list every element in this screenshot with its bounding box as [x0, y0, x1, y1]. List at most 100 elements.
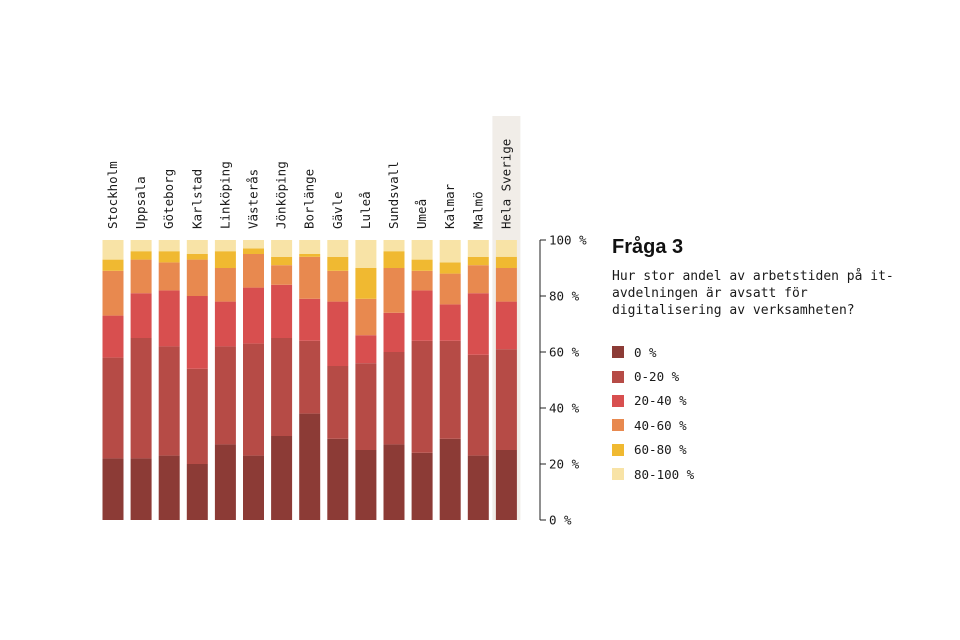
bar-segment [158, 346, 180, 456]
bar-segment [186, 240, 208, 254]
legend-label: 40-60 % [634, 417, 687, 433]
bar-segment [102, 270, 124, 316]
category-label: Västerås [246, 169, 261, 229]
chart-title: Fråga 3 [612, 236, 684, 258]
category-label: Linköping [217, 161, 232, 229]
bar-segment [439, 273, 461, 305]
legend-label: 0 % [634, 344, 657, 360]
bar-segment [327, 256, 349, 271]
bar-segment [495, 268, 517, 302]
bar-segment [467, 354, 489, 456]
bar-segment [467, 293, 489, 355]
bar-segment [355, 240, 377, 268]
bar-segment [411, 290, 433, 341]
y-tick-label: 80 % [549, 289, 580, 304]
bar-segment [495, 256, 517, 268]
category-label: Karlstad [189, 169, 204, 229]
bar-segment [243, 240, 264, 249]
bar-segment [411, 340, 433, 453]
bar-segment [243, 248, 264, 254]
legend-label: 20-40 % [634, 393, 687, 409]
bar-segment [158, 251, 180, 263]
y-tick-label: 0 % [549, 513, 572, 528]
legend-swatch [612, 346, 624, 359]
legend-item: 40-60 % [612, 413, 694, 437]
bar-segment [158, 455, 180, 520]
bar-segment [186, 259, 208, 296]
bar-segment [355, 298, 377, 336]
bar-segment [271, 265, 293, 285]
bar-segment [411, 452, 433, 520]
bar-segment [130, 293, 152, 338]
bar-segment [271, 284, 293, 338]
bar-segment [383, 444, 405, 520]
bar-segment [214, 268, 236, 302]
bar-segment [327, 301, 349, 366]
legend-label: 60-80 % [634, 442, 687, 458]
bar-segment [214, 240, 236, 252]
bar-segment [467, 240, 489, 257]
bar-segment [214, 346, 236, 445]
category-label: Kalmar [442, 183, 457, 229]
chart-subtitle: Hur stor andel av arbetstiden på it-avde… [612, 269, 894, 318]
bar-segment [130, 338, 152, 459]
bar-segment [130, 240, 152, 252]
bar-segment [271, 436, 293, 520]
legend-swatch [612, 394, 624, 407]
bar-segment [355, 363, 377, 450]
bar-segment [102, 315, 124, 358]
bar-segment [243, 343, 264, 456]
category-label: Göteborg [161, 169, 176, 229]
y-tick-label: 20 % [549, 457, 580, 472]
bar-segment [383, 251, 405, 268]
category-label: Stockholm [105, 161, 120, 229]
bar-segment [327, 438, 349, 520]
bar-segment [102, 458, 124, 520]
bar-segment [467, 455, 489, 520]
bar-segment [158, 290, 180, 347]
bar-segment [299, 254, 321, 257]
bar-segment [186, 296, 208, 369]
bar-segment [383, 268, 405, 313]
bar-segment [467, 256, 489, 266]
bar-segment [411, 270, 433, 291]
y-tick-label: 40 % [549, 401, 580, 416]
bar-segment [214, 251, 236, 268]
category-label: Luleå [358, 191, 373, 229]
legend-item: 0-20 % [612, 364, 694, 388]
bar-segment [214, 444, 236, 520]
bar-segment [243, 254, 264, 288]
bar-segment [271, 256, 293, 266]
bar-segment [186, 464, 208, 520]
y-tick-label: 100 % [549, 233, 587, 248]
bar-segment [299, 298, 321, 341]
category-label: Jönköping [274, 161, 289, 229]
bar-segment [495, 450, 517, 520]
bar-segment [299, 256, 321, 299]
bar-segment [411, 240, 433, 260]
legend-swatch [612, 443, 624, 456]
bar-segment [355, 268, 377, 299]
category-label: Gävle [330, 191, 345, 229]
bar-segment [327, 270, 349, 302]
legend-swatch [612, 370, 624, 383]
bar-segment [383, 240, 405, 252]
category-label: Sundsvall [386, 161, 401, 229]
bar-segment [243, 287, 264, 344]
bar-segment [271, 338, 293, 436]
bar-segment [102, 357, 124, 459]
bar-segment [299, 340, 321, 414]
category-label: Hela Sverige [498, 139, 513, 229]
category-label: Malmö [470, 191, 485, 229]
bar-segment [439, 262, 461, 274]
bar-segment [439, 240, 461, 263]
bar-segment [439, 340, 461, 439]
category-label: Uppsala [133, 176, 148, 229]
bar-segment [158, 262, 180, 291]
bar-segment [495, 301, 517, 350]
bar-segment [355, 450, 377, 520]
bar-segment [186, 368, 208, 464]
bar-segment [495, 349, 517, 450]
bar-segment [299, 413, 321, 520]
bar-segment [186, 254, 208, 260]
